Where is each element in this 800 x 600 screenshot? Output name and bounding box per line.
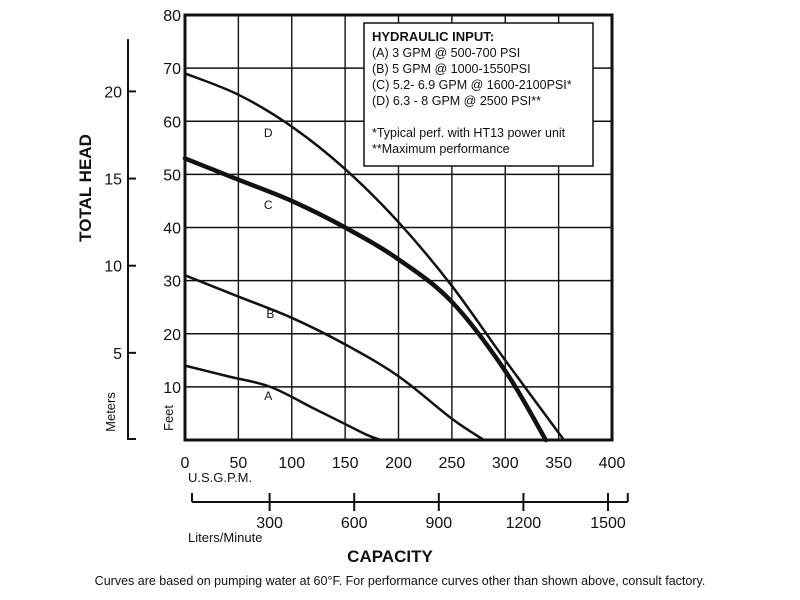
y-tick-label: 30 (163, 274, 181, 291)
legend-title: HYDRAULIC INPUT: (372, 29, 494, 44)
x-tick-label: 400 (599, 455, 626, 472)
legend-line-d: (D) 6.3 - 8 GPM @ 2500 PSI** (372, 94, 541, 108)
legend-line-b: (B) 5 GPM @ 1000-1550PSI (372, 62, 531, 76)
chart-footnote: Curves are based on pumping water at 60°… (94, 574, 706, 588)
y-tick-labels: 10 20 30 40 50 60 70 80 (163, 8, 181, 397)
liters-tick-label: 600 (341, 515, 368, 532)
meters-tick-label: 20 (104, 84, 122, 101)
y-tick-label: 40 (163, 221, 181, 238)
x-tick-label: 250 (439, 455, 466, 472)
meters-tick-label: 10 (104, 259, 122, 276)
liters-tick-label: 900 (425, 515, 452, 532)
x-tick-label: 150 (332, 455, 359, 472)
curve-a (183, 364, 382, 442)
y-tick-label: 80 (163, 8, 181, 25)
y-tick-label: 60 (163, 114, 181, 131)
x-tick-label: 50 (229, 455, 247, 472)
liters-tick-label: 300 (256, 515, 283, 532)
meters-tick-label: 15 (104, 172, 122, 189)
curves (182, 72, 566, 443)
meters-tick-label: 5 (113, 346, 122, 363)
y-tick-label: 20 (163, 327, 181, 344)
meters-axis: 5 10 15 20 (104, 39, 136, 440)
curve-label-d: D (264, 126, 273, 140)
legend-line-c: (C) 5.2- 6.9 GPM @ 1600-2100PSI* (372, 78, 572, 92)
usgpm-unit-label: U.S.G.P.M. (188, 470, 252, 485)
legend-note-2: **Maximum performance (372, 142, 510, 156)
liters-axis: 300 600 900 1200 1500 (191, 493, 629, 532)
y-tick-label: 10 (163, 380, 181, 397)
curve-label-c: C (264, 198, 273, 212)
x-tick-label: 350 (545, 455, 572, 472)
liters-unit-label: Liters/Minute (188, 530, 262, 545)
y-tick-label: 70 (163, 61, 181, 78)
legend-frame (363, 22, 594, 167)
x-tick-label: 300 (492, 455, 519, 472)
curve-b (183, 274, 486, 442)
plot-frame (183, 13, 614, 442)
y-tick-label: 50 (163, 167, 181, 184)
x-tick-labels: 0 50 100 150 200 250 300 350 400 (181, 455, 626, 472)
curve-c (182, 156, 549, 443)
feet-unit-label: Feet (161, 405, 176, 431)
curve-label-b: B (266, 307, 274, 321)
legend-box: HYDRAULIC INPUT: (A) 3 GPM @ 500-700 PSI… (363, 22, 594, 167)
curve-label-a: A (264, 389, 272, 403)
meters-unit-label: Meters (103, 392, 118, 432)
legend-line-a: (A) 3 GPM @ 500-700 PSI (372, 46, 520, 60)
y-axis-title: TOTAL HEAD (76, 134, 95, 242)
curve-labels: A B C D (264, 126, 274, 403)
x-tick-label: 100 (278, 455, 305, 472)
x-axis-title: CAPACITY (347, 547, 433, 566)
liters-tick-label: 1500 (590, 515, 626, 532)
legend-note-1: *Typical perf. with HT13 power unit (372, 126, 566, 140)
liters-tick-label: 1200 (506, 515, 542, 532)
curve-d (183, 72, 566, 442)
x-tick-label: 0 (181, 455, 190, 472)
x-tick-label: 200 (385, 455, 412, 472)
